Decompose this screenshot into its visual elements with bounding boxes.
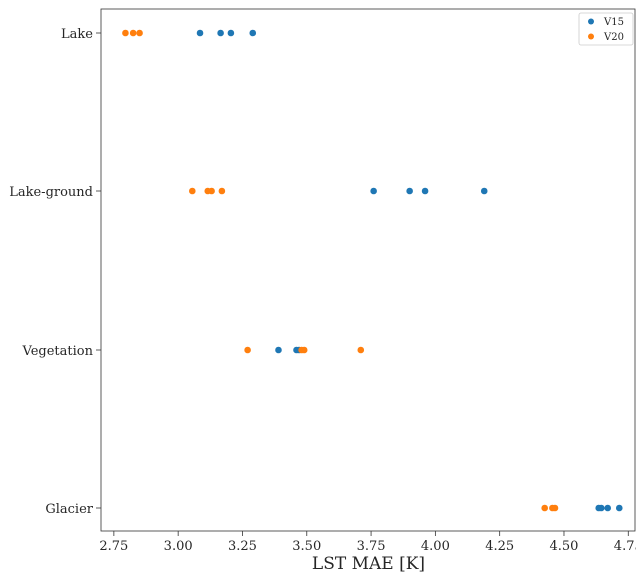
data-point-v15: [406, 187, 413, 195]
x-tick-label: 4.00: [421, 539, 450, 554]
data-point-v15: [370, 187, 377, 195]
legend-label-v15: V15: [603, 17, 624, 28]
data-point-v20: [551, 504, 559, 512]
x-tick-label: 4.75: [614, 539, 636, 554]
data-point-v15: [421, 187, 429, 195]
data-point-v20: [122, 29, 129, 37]
x-axis-title: LST MAE [K]: [312, 554, 425, 574]
y-tick-label: Lake-ground: [9, 185, 93, 200]
y-tick-label: Glacier: [45, 502, 93, 517]
data-point-v20: [129, 29, 137, 37]
data-point-v20: [136, 29, 143, 37]
x-tick-label: 3.75: [357, 539, 386, 554]
data-point-v15: [217, 29, 224, 37]
data-point-v20: [357, 346, 365, 354]
data-point-v20: [300, 346, 308, 354]
data-point-v15: [196, 29, 204, 37]
data-point-v15: [597, 504, 605, 512]
x-tick-label: 2.75: [99, 539, 128, 554]
x-tick-label: 3.25: [228, 539, 257, 554]
x-tick-label: 4.25: [485, 539, 514, 554]
plot-frame: [100, 8, 636, 532]
data-point-v20: [189, 187, 196, 195]
y-axis-ticks: Lake Lake-ground Vegetation Glacier: [9, 27, 101, 517]
x-tick-label: 3.00: [164, 539, 193, 554]
data-point-v20: [218, 187, 226, 195]
data-point-v15: [604, 504, 612, 512]
data-point-v15: [480, 187, 488, 195]
data-point-v20: [208, 187, 215, 195]
data-points: [122, 29, 623, 512]
data-point-v15: [275, 346, 282, 354]
data-point-v15: [227, 29, 235, 37]
data-point-v20: [244, 346, 251, 354]
x-axis-ticks: 2.75 3.00 3.25 3.50 3.75 4.00 4.25 4.50 4.75: [99, 531, 636, 554]
y-tick-label: Lake: [61, 27, 93, 42]
legend-marker-v15: [588, 18, 594, 25]
data-point-v15: [615, 504, 623, 512]
legend-marker-v20: [588, 33, 594, 40]
x-tick-label: 4.50: [550, 539, 579, 554]
x-tick-label: 3.50: [292, 539, 321, 554]
legend-label-v20: V20: [603, 32, 624, 43]
data-point-v20: [541, 504, 548, 512]
y-tick-label: Vegetation: [22, 344, 94, 359]
data-point-v15: [249, 29, 257, 37]
